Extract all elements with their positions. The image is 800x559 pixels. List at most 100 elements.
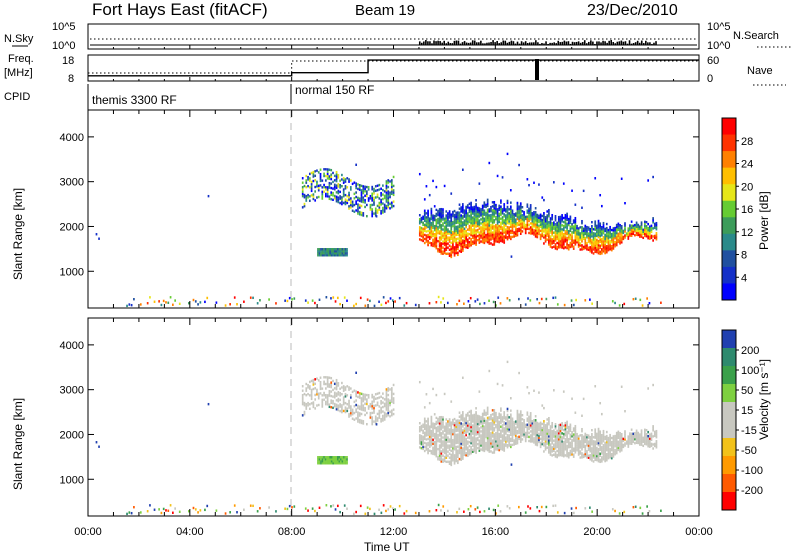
power-echo-cell bbox=[571, 231, 573, 233]
velocity-echo-cell bbox=[321, 394, 323, 396]
power-echo-cell bbox=[439, 236, 441, 238]
power-echo-cell bbox=[357, 210, 359, 212]
nsearch-spike bbox=[547, 44, 549, 45]
power-echo-cell bbox=[522, 214, 524, 216]
power-echo-cell bbox=[373, 197, 375, 199]
power-echo-cell bbox=[393, 205, 395, 207]
velocity-echo-cell bbox=[530, 412, 532, 414]
power-echo-cell bbox=[336, 173, 338, 175]
velocity-echo-cell bbox=[467, 436, 469, 438]
velocity-echo-cell bbox=[336, 404, 338, 406]
power-echo-cell bbox=[556, 222, 558, 224]
power-echo-cell bbox=[304, 194, 306, 196]
velocity-echo-cell bbox=[436, 427, 438, 429]
power-echo-cell bbox=[515, 212, 517, 214]
velocity-echo-cell bbox=[611, 453, 613, 455]
power-echo-cell bbox=[304, 185, 306, 187]
power-echo-cell bbox=[200, 301, 202, 303]
nsearch-spike bbox=[651, 44, 653, 45]
power-echo-cell bbox=[462, 169, 464, 171]
velocity-echo-cell bbox=[364, 414, 366, 416]
velocity-echo-cell bbox=[361, 399, 363, 401]
velocity-echo-cell bbox=[339, 410, 341, 412]
velocity-echo-cell bbox=[444, 426, 446, 428]
power-ytick-label: 2000 bbox=[60, 221, 84, 233]
velocity-echo-cell bbox=[528, 436, 530, 438]
power-echo-cell bbox=[557, 303, 559, 305]
power-echo-cell bbox=[543, 199, 545, 201]
power-echo-cell bbox=[323, 190, 325, 192]
velocity-echo-cell bbox=[480, 416, 482, 418]
power-echo-cell bbox=[646, 297, 648, 299]
velocity-echo-cell bbox=[380, 402, 382, 404]
power-echo-cell bbox=[325, 193, 327, 195]
power-echo-cell bbox=[332, 187, 334, 189]
power-echo-cell bbox=[375, 190, 377, 192]
velocity-echo-cell bbox=[343, 410, 345, 412]
power-echo-cell bbox=[488, 300, 490, 302]
velocity-echo-cell bbox=[488, 370, 490, 372]
velocity-echo-cell bbox=[361, 422, 363, 424]
nsearch-spike bbox=[470, 43, 472, 45]
velocity-echo-cell bbox=[525, 432, 527, 434]
power-echo-cell bbox=[479, 182, 481, 184]
power-echo-cell bbox=[639, 299, 641, 301]
velocity-echo-cell bbox=[454, 418, 456, 420]
nsearch-spike bbox=[517, 42, 519, 45]
power-echo-cell bbox=[449, 245, 451, 247]
power-echo-cell bbox=[373, 192, 375, 194]
velocity-echo-cell bbox=[479, 427, 481, 429]
power-echo-cell bbox=[477, 235, 479, 237]
nsky-label: N.Sky bbox=[4, 33, 34, 45]
power-echo-cell bbox=[208, 195, 210, 197]
velocity-echo-cell bbox=[334, 394, 336, 396]
power-echo-cell bbox=[314, 179, 316, 181]
power-echo-cell bbox=[440, 208, 442, 210]
power-echo-cell bbox=[309, 195, 311, 197]
power-echo-cell bbox=[329, 195, 331, 197]
velocity-echo-cell bbox=[330, 390, 332, 392]
velocity-echo-cell bbox=[377, 419, 379, 421]
power-echo-cell bbox=[350, 188, 352, 190]
power-echo-cell bbox=[604, 228, 606, 230]
power-echo-cell bbox=[268, 298, 270, 300]
power-echo-cell bbox=[330, 198, 332, 200]
power-echo-cell bbox=[505, 214, 507, 216]
power-echo-cell bbox=[309, 186, 311, 188]
velocity-echo-cell bbox=[419, 381, 421, 383]
velocity-echo-cell bbox=[508, 416, 510, 418]
power-echo-cell bbox=[361, 198, 363, 200]
velocity-echo-cell bbox=[323, 392, 325, 394]
velocity-echo-cell bbox=[313, 379, 315, 381]
nsearch-spike bbox=[539, 44, 541, 45]
velocity-echo-cell bbox=[579, 434, 581, 436]
velocity-echo-cell bbox=[343, 399, 345, 401]
velocity-echo-cell bbox=[479, 390, 481, 392]
velocity-echo-cell bbox=[573, 427, 575, 429]
velocity-echo-cell bbox=[508, 434, 510, 436]
velocity-echo-cell bbox=[627, 435, 629, 437]
power-echo-cell bbox=[457, 211, 459, 213]
velocity-echo-cell bbox=[447, 450, 449, 452]
velocity-echo-cell bbox=[424, 442, 426, 444]
velocity-echo-cell bbox=[320, 385, 322, 387]
power-echo-cell bbox=[330, 182, 332, 184]
power-echo-cell bbox=[517, 222, 519, 224]
power-echo-cell bbox=[389, 203, 391, 205]
velocity-echo-cell bbox=[541, 427, 543, 429]
velocity-echo-cell bbox=[490, 422, 492, 424]
velocity-echo-cell bbox=[345, 388, 347, 390]
power-echo-cell bbox=[393, 189, 395, 191]
cpid-label: CPID bbox=[4, 91, 30, 103]
power-echo-cell bbox=[243, 301, 245, 303]
power-echo-cell bbox=[488, 162, 490, 164]
power-echo-cell bbox=[563, 217, 565, 219]
velocity-echo-cell bbox=[556, 454, 558, 456]
velocity-echo-cell bbox=[384, 414, 386, 416]
power-echo-cell bbox=[361, 185, 363, 187]
nsearch-spike bbox=[441, 43, 443, 45]
velocity-echo-cell bbox=[437, 418, 439, 420]
power-echo-cell bbox=[495, 216, 497, 218]
velocity-echo-cell bbox=[467, 412, 469, 414]
velocity-echo-cell bbox=[329, 377, 331, 379]
